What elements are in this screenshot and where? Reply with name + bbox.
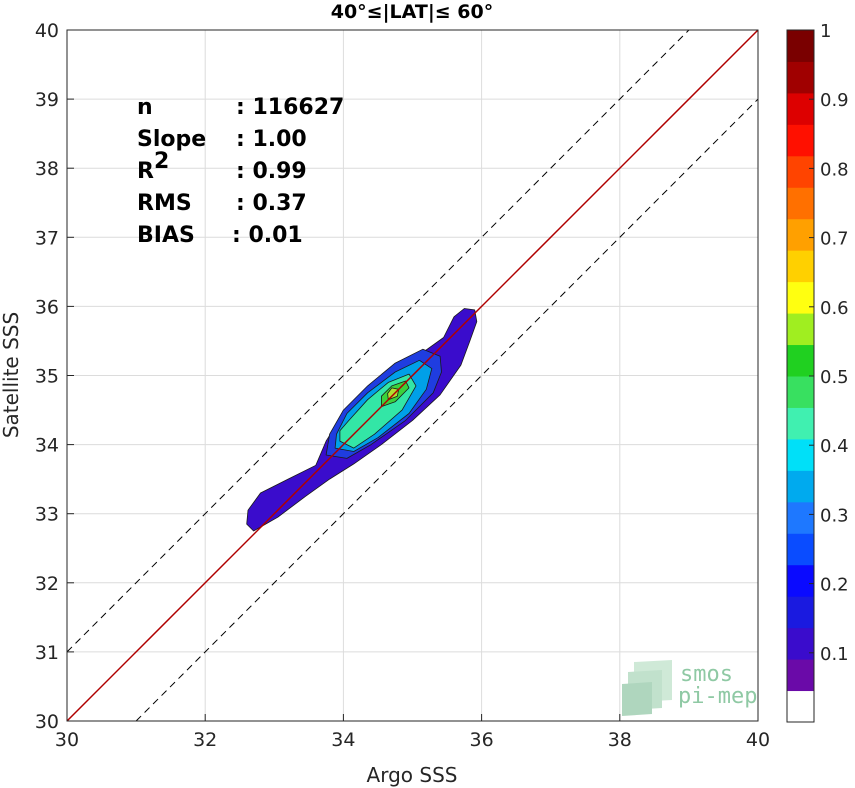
stat-label: R [137,159,154,184]
x-tick-label: 36 [470,729,494,751]
y-tick-label: 35 [35,366,59,388]
logo-mark-icon [622,660,672,716]
stat-label: n [137,95,153,120]
colorbar-swatch [787,627,814,660]
colorbar-swatch [787,155,814,188]
stat-value: : 1.00 [236,127,307,152]
stat-value: : 116627 [236,95,344,120]
colorbar-tick-label: 0.4 [820,436,849,457]
x-tick-label: 38 [608,729,632,751]
identity-line [66,29,759,722]
upper-offset-line [66,29,690,653]
y-axis-label: Satellite SSS [0,312,23,438]
y-tick-label: 33 [35,504,59,526]
colorbar-tick-label: 0.7 [820,229,849,250]
colorbar-swatch [787,281,814,314]
colorbar-swatch [787,92,814,125]
x-tick-label: 40 [746,729,770,751]
y-tick-label: 38 [35,158,59,180]
colorbar-swatch [787,438,814,471]
colorbar-swatch [787,61,814,94]
colorbar-swatch [787,564,814,597]
chart-title: 40°≤|LAT|≤ 60° [331,1,494,23]
colorbar-swatch [787,533,814,566]
reference-lines [66,29,759,722]
y-tick-label: 31 [35,642,59,664]
y-tick-label: 34 [35,435,59,457]
y-tick-label: 30 [35,711,59,733]
x-tick-label: 30 [55,729,79,751]
colorbar-swatch [787,344,814,377]
colorbar-tick-label: 0.9 [820,90,849,111]
colorbar-swatch [787,501,814,534]
stat-value: : 0.37 [236,191,307,216]
colorbar-swatch [787,407,814,440]
stat-label-superscript: 2 [154,149,169,174]
y-tick-label: 36 [35,296,59,318]
statistics-box: n : 116627 Slope : 1.00 R 2 : 0.99 RMS : 0.37 BIA… [137,95,344,248]
colorbar-swatch [787,376,814,408]
smos-pimep-logo: smos pi-mep [622,660,757,716]
colorbar-swatch [787,313,814,346]
colorbar-tick-label: 0.8 [820,159,849,180]
stat-label: BIAS [137,223,195,248]
colorbar-tick-label: 0.2 [820,575,849,596]
x-axis-label: Argo SSS [367,763,458,787]
lower-offset-line [135,98,759,722]
colorbar-swatch [787,124,814,157]
stat-label: Slope [137,127,206,152]
x-tick-label: 34 [331,729,355,751]
colorbar-swatch [787,218,814,251]
y-axis-ticks: 30 31 32 33 34 35 36 37 38 39 40 [35,20,74,733]
stat-value: : 0.99 [236,159,307,184]
x-axis-ticks: 30 32 34 36 38 40 [55,714,770,751]
colorbar-swatch [787,690,814,723]
y-tick-label: 32 [35,573,59,595]
logo-line-2: pi-mep [678,684,757,709]
colorbar-swatch [787,187,814,220]
stat-label: RMS [137,191,192,216]
colorbar-swatch [787,596,814,629]
colorbar: 0.1 0.2 0.3 0.4 0.5 0.6 0.7 0.8 0.9 1 [786,21,849,723]
colorbar-tick-label: 0.5 [820,367,849,388]
colorbar-swatch [787,30,814,62]
logo-line-1: smos [680,662,733,687]
colorbar-swatches [787,30,814,723]
colorbar-tick-label: 0.1 [820,644,849,665]
colorbar-tick-label: 1 [820,21,831,42]
y-tick-label: 39 [35,89,59,111]
colorbar-swatch [787,250,814,283]
colorbar-tick-label: 0.6 [820,298,849,319]
plot-area [66,29,759,722]
x-tick-label: 32 [193,729,217,751]
y-tick-label: 40 [35,20,59,42]
colorbar-swatch [787,470,814,503]
colorbar-tick-label: 0.3 [820,505,849,526]
colorbar-swatch [787,659,814,692]
stat-value: : 0.01 [232,223,303,248]
colorbar-ticks: 0.1 0.2 0.3 0.4 0.5 0.6 0.7 0.8 0.9 1 [809,21,849,665]
y-tick-label: 37 [35,227,59,249]
